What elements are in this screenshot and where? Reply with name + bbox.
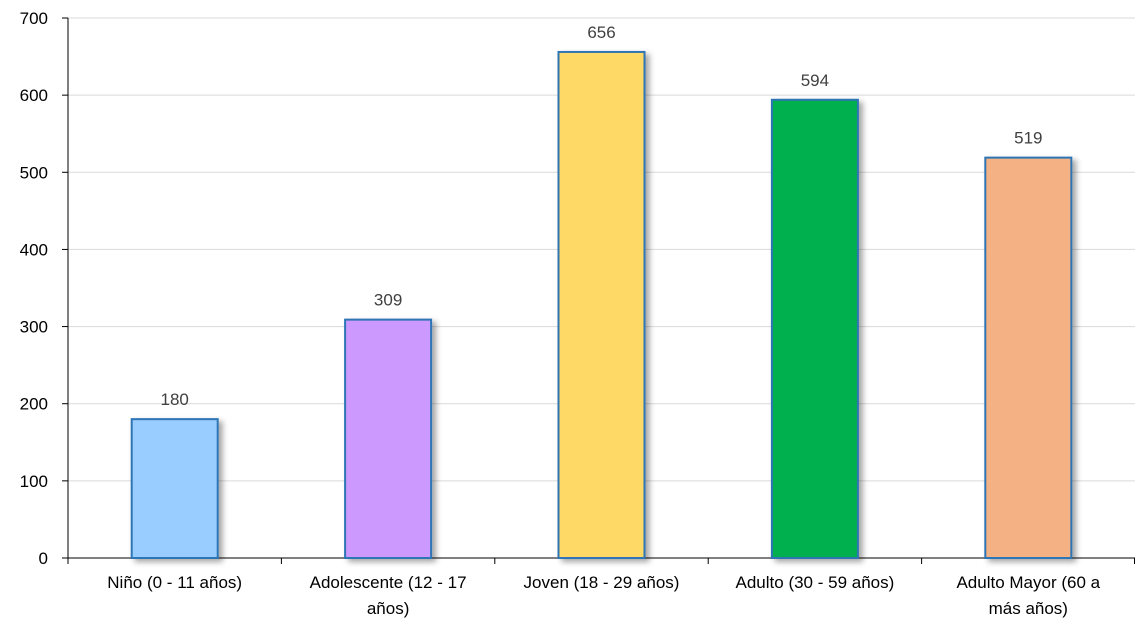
y-tick-label: 600 bbox=[20, 86, 48, 105]
bar bbox=[130, 418, 219, 559]
bar bbox=[344, 318, 433, 559]
bar bbox=[984, 156, 1073, 559]
x-category-label: Adulto Mayor (60 a más años) bbox=[956, 573, 1100, 618]
data-label: 309 bbox=[374, 291, 402, 310]
data-labels: 180 309 656 594 519 bbox=[161, 23, 1043, 409]
y-tick-label: 300 bbox=[20, 318, 48, 337]
y-tick-label: 700 bbox=[20, 9, 48, 28]
x-category-label: Adolescente (12 - 17 años) bbox=[310, 573, 467, 618]
x-category-label: Niño (0 - 11 años) bbox=[107, 573, 242, 592]
y-tick-label: 0 bbox=[39, 549, 48, 568]
x-category-label: Adulto (30 - 59 años) bbox=[736, 573, 895, 592]
data-label: 519 bbox=[1014, 129, 1042, 148]
y-tick-label: 100 bbox=[20, 472, 48, 491]
data-label: 594 bbox=[801, 71, 829, 90]
y-tick-label: 500 bbox=[20, 163, 48, 182]
bar bbox=[557, 50, 646, 559]
y-tick-label: 200 bbox=[20, 395, 48, 414]
x-category-label: Joven (18 - 29 años) bbox=[524, 573, 680, 592]
bar bbox=[770, 98, 859, 560]
y-axis-ticks: 0 100 200 300 400 500 600 700 bbox=[20, 9, 48, 568]
category-labels: Niño (0 - 11 años) Adolescente (12 - 17 añ… bbox=[107, 573, 1100, 618]
y-tick-label: 400 bbox=[20, 240, 48, 259]
bars bbox=[130, 50, 1073, 560]
data-label: 656 bbox=[587, 23, 615, 42]
data-label: 180 bbox=[161, 390, 189, 409]
